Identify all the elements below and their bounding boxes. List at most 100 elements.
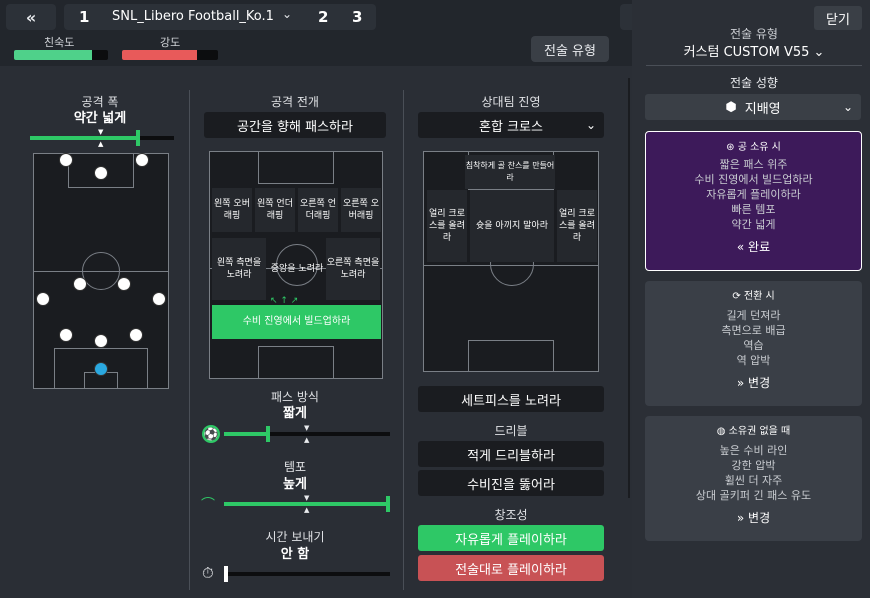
run-at-defence-button[interactable]: 수비진을 뚫어라 <box>418 470 604 496</box>
tempo-value: 높게 <box>283 477 307 492</box>
tempo-slider-fill <box>224 502 388 506</box>
opp-dropdown[interactable]: 혼합 크로스 ⌄ <box>418 112 604 138</box>
width-slider[interactable] <box>30 130 174 146</box>
player-marker[interactable] <box>73 277 87 291</box>
dribble-less-button[interactable]: 적게 드리블하라 <box>418 441 604 467</box>
player-marker[interactable] <box>129 328 143 342</box>
card-title: 전환 시 <box>743 291 775 302</box>
setpiece-button[interactable]: 세트피스를 노려라 <box>418 386 604 412</box>
width-slider-fill <box>30 136 138 140</box>
opp-title: 상대팀 진영 <box>481 95 541 109</box>
back-button[interactable]: « <box>6 4 56 30</box>
card-action-button[interactable]: « 완료 <box>646 238 861 255</box>
pass-marker-icon: ▼ <box>304 424 310 432</box>
tendency-dropdown[interactable]: ⬢ 지배영 ⌄ <box>645 94 861 120</box>
zone-right-underlap[interactable]: 오른쪽 언더래핑 <box>298 188 338 232</box>
style-dropdown[interactable]: 커스텀 CUSTOM V55 ⌄ <box>646 41 862 60</box>
width-slider-handle[interactable] <box>136 130 140 146</box>
familiarity-fill <box>14 50 93 60</box>
player-marker[interactable] <box>135 153 149 167</box>
zone-early-cross-left[interactable]: 얼리 크로스를 올려라 <box>427 190 467 262</box>
tab-2[interactable]: 2 <box>318 8 329 26</box>
zone-early-cross-right[interactable]: 얼리 크로스를 올려라 <box>557 190 597 262</box>
card-line: 역습 <box>743 339 764 352</box>
goalkeeper-marker[interactable] <box>94 362 108 376</box>
card-action-label: 변경 <box>748 376 771 390</box>
card-line: 자유롭게 플레이하라 <box>706 188 801 201</box>
zone-work-into-box[interactable]: 침착하게 골 찬스를 만들어라 <box>465 155 555 189</box>
zone-target-right-flank[interactable]: 오른쪽 측면을 노려라 <box>326 238 380 300</box>
card-line: 역 압박 <box>736 354 771 367</box>
card-line: 강한 압박 <box>731 459 776 472</box>
penalty-box-bottom <box>258 346 334 378</box>
pass-slider-fill <box>224 432 268 436</box>
style-value: 커스텀 CUSTOM V55 <box>683 45 810 60</box>
zone-right-overlap[interactable]: 오른쪽 오버래핑 <box>341 188 381 232</box>
card-header: ⊛ 공 소유 시 <box>646 138 861 153</box>
pass-marker-icon: ▲ <box>304 436 310 444</box>
chevron-down-icon: ⌄ <box>842 100 853 114</box>
penalty-box-top <box>258 152 334 184</box>
tactic-style-button[interactable]: 전술 유형 <box>531 36 609 62</box>
tactic-name-dropdown[interactable]: SNL_Libero Football_Ko.1 <box>112 9 274 24</box>
intensity-fill <box>122 50 197 60</box>
player-marker[interactable] <box>59 328 73 342</box>
time-wasting-slider[interactable] <box>224 566 390 582</box>
pass-title: 패스 방식 <box>271 390 319 404</box>
card-action-label: 변경 <box>748 511 771 525</box>
close-button[interactable]: 닫기 <box>814 6 862 30</box>
zone-target-center[interactable]: 중앙을 노려라 <box>270 264 324 274</box>
tab-1[interactable]: 1 <box>79 8 90 26</box>
tendency-title: 전술 성향 <box>730 76 778 90</box>
intensity-label: 강도 <box>160 36 181 49</box>
time-wasting-slider-handle[interactable] <box>224 566 228 582</box>
zone-target-left-flank[interactable]: 왼쪽 측면을 노려라 <box>212 238 266 300</box>
card-line: 측면으로 배급 <box>721 324 786 337</box>
scrollbar[interactable] <box>628 78 630 498</box>
transition-icon: ⟳ <box>732 291 741 302</box>
card-action-button[interactable]: » 변경 <box>645 509 862 526</box>
zone-shoot-on-sight[interactable]: 슛을 아끼지 말아라 <box>470 190 554 262</box>
card-line: 수비 진영에서 빌드업하라 <box>694 173 813 186</box>
card-title: 소유권 없을 때 <box>728 426 791 437</box>
disciplined-button[interactable]: 전술대로 플레이하라 <box>418 555 604 581</box>
tab-3[interactable]: 3 <box>352 8 363 26</box>
player-marker[interactable] <box>36 292 50 306</box>
double-chevron-left-icon: « <box>736 240 745 254</box>
pass-slider[interactable] <box>224 426 390 442</box>
shield-ball-icon: ◍ <box>716 426 726 437</box>
player-marker[interactable] <box>59 153 73 167</box>
double-chevron-left-icon: « <box>25 7 37 27</box>
creative-freedom-button[interactable]: 자유롭게 플레이하라 <box>418 525 604 551</box>
time-wasting-value: 안 함 <box>280 547 310 562</box>
player-marker[interactable] <box>94 334 108 348</box>
card-in-possession[interactable]: ⊛ 공 소유 시 짧은 패스 위주 수비 진영에서 빌드업하라 자유롭게 플레이… <box>645 131 862 271</box>
zone-left-overlap[interactable]: 왼쪽 오버래핑 <box>212 188 252 232</box>
card-out-possession[interactable]: ◍ 소유권 없을 때 높은 수비 라인 강한 압박 휠씬 더 자주 상대 골키퍼… <box>645 416 862 541</box>
column-divider <box>189 90 190 590</box>
player-marker[interactable] <box>152 292 166 306</box>
attack-title: 공격 전개 <box>271 95 319 109</box>
tempo-slider-handle[interactable] <box>386 496 390 512</box>
player-marker[interactable] <box>94 166 108 180</box>
card-header: ◍ 소유권 없을 때 <box>645 422 862 437</box>
intensity-bar <box>122 50 218 60</box>
creativity-title: 창조성 <box>494 508 528 522</box>
zone-build-from-back[interactable]: 수비 진영에서 빌드업하라 <box>212 305 381 339</box>
formation-pitch <box>33 153 169 389</box>
zone-left-underlap[interactable]: 왼쪽 언더래핑 <box>255 188 295 232</box>
penalty-box-bottom <box>54 348 148 388</box>
panel-divider <box>646 65 862 66</box>
card-lines: 높은 수비 라인 강한 압박 휠씬 더 자주 상대 골키퍼 긴 패스 유도 <box>645 443 862 503</box>
player-marker[interactable] <box>117 277 131 291</box>
card-action-button[interactable]: » 변경 <box>645 374 862 391</box>
tempo-slider[interactable] <box>224 496 390 512</box>
ball-circle-icon: ⊛ <box>726 142 735 153</box>
stopwatch-icon: ⏱ <box>202 564 214 582</box>
column-divider <box>403 90 404 590</box>
attack-dropdown[interactable]: 공간을 향해 패스하라 <box>204 112 386 138</box>
card-transition[interactable]: ⟳ 전환 시 길게 던져라 측면으로 배급 역습 역 압박 » 변경 <box>645 281 862 406</box>
chevron-down-icon[interactable]: ⌄ <box>282 7 293 21</box>
pass-slider-handle[interactable] <box>266 426 270 442</box>
card-title: 공 소유 시 <box>737 142 781 153</box>
